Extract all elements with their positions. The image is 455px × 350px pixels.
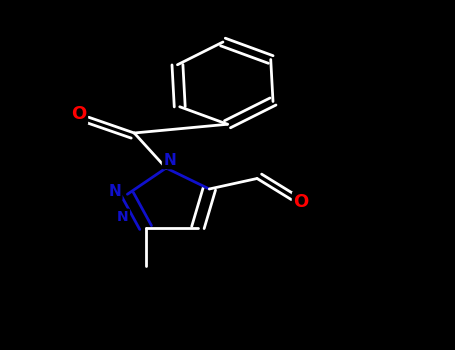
Text: N: N	[163, 153, 176, 168]
Text: N: N	[117, 210, 129, 224]
Text: N: N	[108, 184, 121, 199]
Text: O: O	[71, 105, 86, 124]
Text: O: O	[293, 193, 309, 211]
